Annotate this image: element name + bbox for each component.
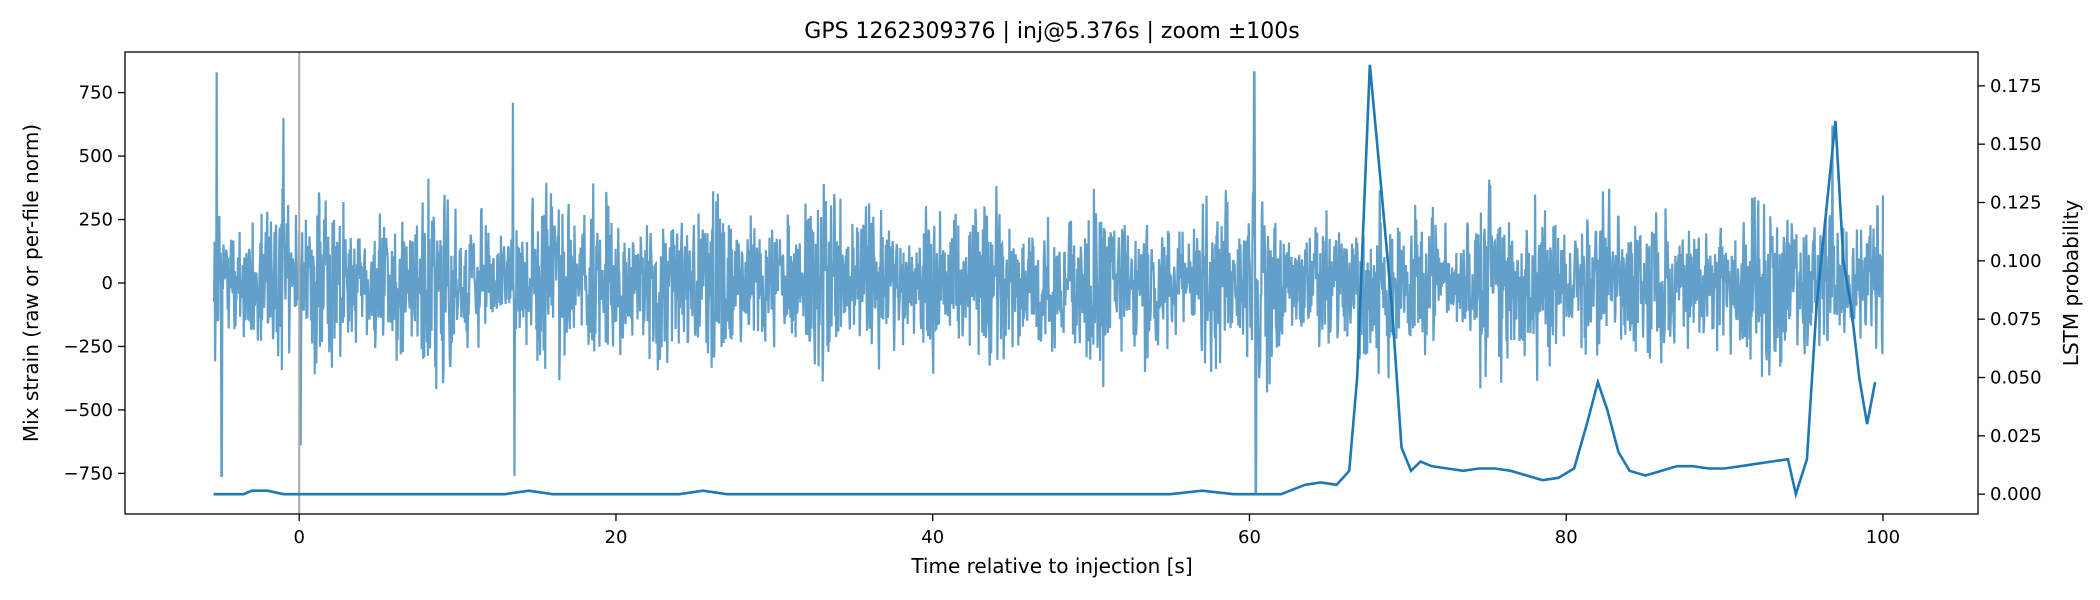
y-axis-label-left: Mix strain (raw or per-file norm) xyxy=(19,124,43,442)
y-right-tick-label: 0.075 xyxy=(1990,309,2042,330)
x-tick-label: 0 xyxy=(293,527,304,548)
y-left-tick-label: −250 xyxy=(64,336,113,357)
x-axis-label: Time relative to injection [s] xyxy=(910,554,1192,578)
y-right-tick-label: 0.125 xyxy=(1990,193,2042,214)
x-tick-label: 40 xyxy=(921,527,944,548)
y-left-tick-label: −500 xyxy=(64,400,113,421)
x-tick-label: 60 xyxy=(1238,527,1261,548)
y-right-tick-label: 0.100 xyxy=(1990,251,2042,272)
strain-series xyxy=(212,71,1885,495)
y-left-tick-label: 250 xyxy=(79,210,113,231)
y-right-tick-label: 0.175 xyxy=(1990,76,2042,97)
plot-area xyxy=(212,52,1885,514)
y-right-tick-label: 0.025 xyxy=(1990,426,2042,447)
y-left-tick-label: 0 xyxy=(102,273,113,294)
x-tick-label: 20 xyxy=(605,527,628,548)
y-right-tick-label: 0.150 xyxy=(1990,134,2042,155)
y-right-tick-label: 0.000 xyxy=(1990,484,2042,505)
y-left-tick-label: 500 xyxy=(79,146,113,167)
y-axis-left: −750 −500 −250 0 250 500 750 xyxy=(64,83,125,484)
x-tick-label: 100 xyxy=(1866,527,1900,548)
chart-title: GPS 1262309376 | inj@5.376s | zoom ±100s xyxy=(804,19,1299,44)
y-axis-label-right: LSTM probability xyxy=(2059,200,2083,367)
probability-series-line xyxy=(213,64,1877,500)
strain-series-line xyxy=(212,71,1885,495)
y-left-tick-label: 750 xyxy=(79,83,113,104)
y-right-tick-label: 0.050 xyxy=(1990,368,2042,389)
y-axis-right: 0.000 0.025 0.050 0.075 0.100 0.125 0.150 0.175 xyxy=(1978,76,2042,505)
x-tick-label: 80 xyxy=(1555,527,1578,548)
x-axis: 0 20 40 60 80 100 xyxy=(293,514,1900,548)
y-left-tick-label: −750 xyxy=(64,463,113,484)
